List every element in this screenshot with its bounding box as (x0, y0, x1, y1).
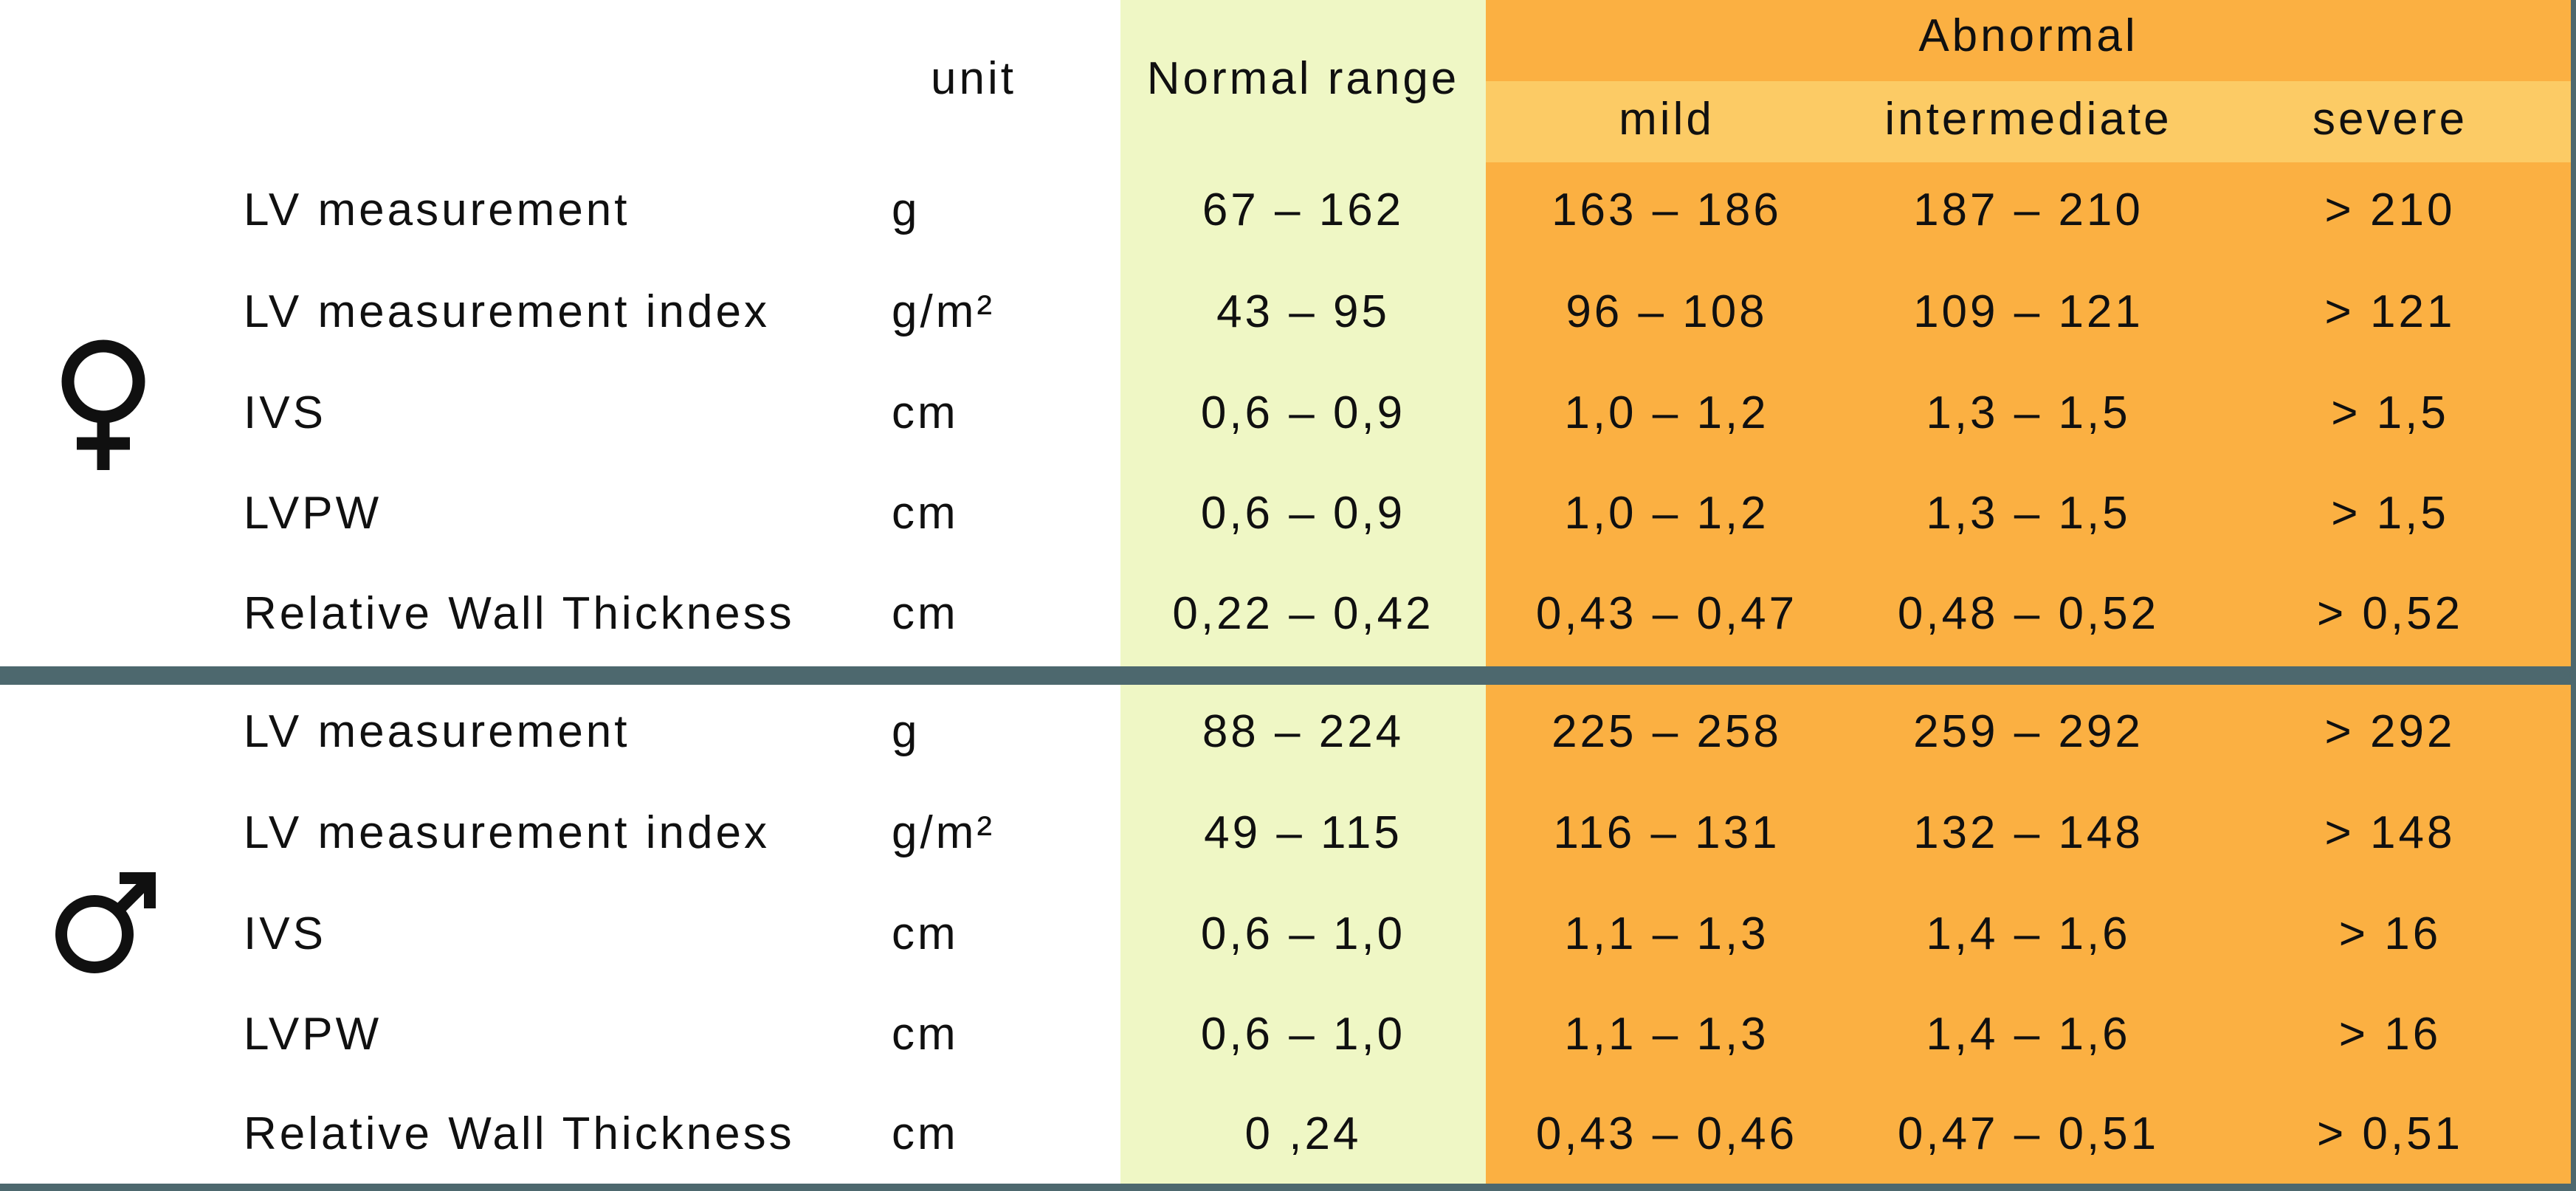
cell-abnormal-mild: 163 – 186 (1552, 184, 1782, 235)
header-abnormal-mild: mild (1619, 94, 1715, 145)
cell-abnormal-severe: > 0,52 (2316, 588, 2464, 639)
header-normal-range: Normal range (1146, 53, 1460, 104)
cell-abnormal-severe: > 16 (2338, 1009, 2442, 1060)
cell-normal-range: 0,6 – 1,0 (1200, 1009, 1406, 1060)
section-divider (0, 666, 2576, 685)
row-label: IVS (244, 908, 326, 959)
cell-abnormal-severe: > 292 (2324, 706, 2456, 757)
cell-abnormal-severe: > 0,51 (2316, 1108, 2464, 1159)
row-label: Relative Wall Thickness (244, 588, 795, 639)
row-unit: cm (892, 387, 959, 438)
row-unit: cm (892, 1108, 959, 1159)
header-unit: unit (931, 53, 1016, 104)
row-unit: cm (892, 588, 959, 639)
row-unit: g (892, 706, 920, 757)
cell-abnormal-mild: 1,1 – 1,3 (1564, 908, 1769, 959)
cell-abnormal-intermediate: 0,47 – 0,51 (1897, 1108, 2160, 1159)
cell-normal-range: 0 ,24 (1244, 1108, 1362, 1159)
row-unit: cm (892, 908, 959, 959)
table-row: LVPW cm 0,6 – 1,0 1,1 – 1,3 1,4 – 1,6 > … (0, 1005, 2576, 1064)
cell-abnormal-intermediate: 1,3 – 1,5 (1926, 488, 2131, 539)
cell-abnormal-intermediate: 0,48 – 0,52 (1897, 588, 2160, 639)
table-row: IVS cm 0,6 – 0,9 1,0 – 1,2 1,3 – 1,5 > 1… (0, 384, 2576, 443)
cell-normal-range: 0,6 – 0,9 (1200, 387, 1406, 438)
table-row: Relative Wall Thickness cm 0 ,24 0,43 – … (0, 1105, 2576, 1164)
bottom-border (0, 1184, 2576, 1191)
row-label: LV measurement (244, 184, 630, 235)
row-unit: g/m² (892, 807, 995, 858)
cell-abnormal-mild: 0,43 – 0,47 (1535, 588, 1798, 639)
normal-range-column-background (1120, 0, 1486, 1191)
row-unit: cm (892, 488, 959, 539)
header-abnormal: Abnormal (1918, 10, 2138, 61)
cell-normal-range: 49 – 115 (1204, 807, 1402, 858)
row-label: LV measurement (244, 706, 630, 757)
table-row: LV measurement index g/m² 49 – 115 116 –… (0, 804, 2576, 863)
cell-abnormal-severe: > 1,5 (2331, 387, 2449, 438)
male-icon (50, 871, 157, 978)
cell-normal-range: 0,22 – 0,42 (1172, 588, 1434, 639)
row-label: LV measurement index (244, 807, 770, 858)
table-row: LVPW cm 0,6 – 0,9 1,0 – 1,2 1,3 – 1,5 > … (0, 484, 2576, 543)
table-row: IVS cm 0,6 – 1,0 1,1 – 1,3 1,4 – 1,6 > 1… (0, 905, 2576, 964)
row-label: LV measurement index (244, 286, 770, 337)
cell-normal-range: 67 – 162 (1202, 184, 1405, 235)
cell-abnormal-mild: 1,0 – 1,2 (1564, 387, 1769, 438)
header-abnormal-intermediate: intermediate (1884, 94, 2172, 145)
row-unit: g/m² (892, 286, 995, 337)
cell-abnormal-severe: > 1,5 (2331, 488, 2449, 539)
cell-abnormal-mild: 96 – 108 (1566, 286, 1768, 337)
row-unit: cm (892, 1009, 959, 1060)
cell-abnormal-mild: 225 – 258 (1552, 706, 1782, 757)
right-border (2571, 0, 2576, 1191)
cell-abnormal-severe: > 210 (2324, 184, 2456, 235)
table-row: LV measurement index g/m² 43 – 95 96 – 1… (0, 283, 2576, 342)
cell-abnormal-severe: > 148 (2324, 807, 2456, 858)
abnormal-column-background (1486, 0, 2571, 1191)
table-row: LV measurement g 88 – 224 225 – 258 259 … (0, 702, 2576, 762)
row-label: IVS (244, 387, 326, 438)
cell-abnormal-severe: > 121 (2324, 286, 2456, 337)
cell-abnormal-intermediate: 1,4 – 1,6 (1926, 1009, 2131, 1060)
cell-abnormal-severe: > 16 (2338, 908, 2442, 959)
abnormal-subheader-background (1486, 81, 2571, 162)
cell-abnormal-mild: 1,1 – 1,3 (1564, 1009, 1769, 1060)
cell-normal-range: 88 – 224 (1202, 706, 1405, 757)
cell-normal-range: 0,6 – 0,9 (1200, 488, 1406, 539)
row-unit: g (892, 184, 920, 235)
cell-abnormal-intermediate: 187 – 210 (1913, 184, 2143, 235)
header-abnormal-severe: severe (2312, 94, 2468, 145)
cell-abnormal-intermediate: 259 – 292 (1913, 706, 2143, 757)
table-row: Relative Wall Thickness cm 0,22 – 0,42 0… (0, 584, 2576, 643)
cell-abnormal-mild: 1,0 – 1,2 (1564, 488, 1769, 539)
cell-abnormal-intermediate: 109 – 121 (1913, 286, 2143, 337)
row-label: Relative Wall Thickness (244, 1108, 795, 1159)
cell-abnormal-mild: 0,43 – 0,46 (1535, 1108, 1798, 1159)
cell-abnormal-intermediate: 1,4 – 1,6 (1926, 908, 2131, 959)
cell-abnormal-intermediate: 1,3 – 1,5 (1926, 387, 2131, 438)
cell-abnormal-intermediate: 132 – 148 (1913, 807, 2143, 858)
female-icon (59, 336, 148, 476)
cell-abnormal-mild: 116 – 131 (1553, 807, 1780, 858)
cell-normal-range: 43 – 95 (1216, 286, 1390, 337)
row-label: LVPW (244, 488, 382, 539)
row-label: LVPW (244, 1009, 382, 1060)
cell-normal-range: 0,6 – 1,0 (1200, 908, 1406, 959)
table-row: LV measurement g 67 – 162 163 – 186 187 … (0, 181, 2576, 240)
